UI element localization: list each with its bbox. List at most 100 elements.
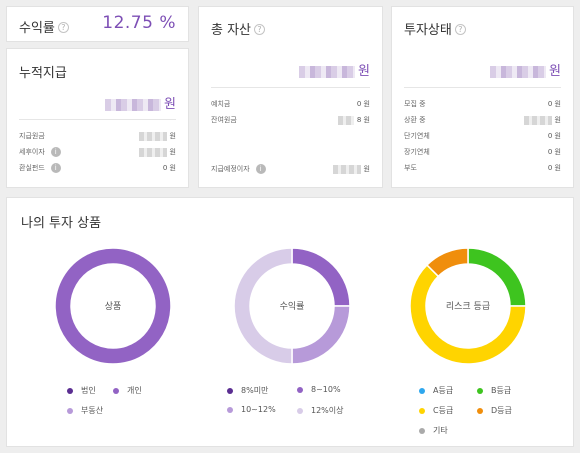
divider	[19, 119, 176, 120]
legend-dot	[67, 387, 73, 394]
legend-item[interactable]: 개인	[113, 385, 142, 396]
status-amount-unit: 원	[549, 64, 561, 79]
product-type-donut-chart: 상품	[54, 247, 172, 365]
legend-label: C등급	[433, 406, 454, 415]
donut-segment-10~12%[interactable]	[291, 305, 351, 365]
legend-label: B등급	[491, 386, 512, 395]
row-value: 원	[138, 131, 176, 142]
info-icon[interactable]: i	[50, 147, 61, 157]
donut-segment-개인[interactable]	[54, 247, 172, 365]
row-value-text: 8 원	[356, 116, 370, 124]
row-unit: 원	[554, 116, 561, 124]
investment-status-card: 투자상태? 원 모집 중 0 원 상환 중 원 단기연체 0 원 장기연체 0 …	[391, 6, 574, 188]
donut-center-label: 수익률	[280, 300, 305, 312]
divider	[404, 87, 561, 88]
legend-label: 법인	[81, 386, 96, 395]
row-label: 모집 중	[404, 100, 426, 108]
assets-title-wrap: 총 자산?	[211, 19, 266, 38]
donut-center-label: 상품	[105, 301, 122, 312]
masked-amount	[490, 65, 547, 78]
list-item: 단기연체 0 원	[404, 131, 561, 142]
list-item: 부도 0 원	[404, 163, 561, 174]
donut-segment-B등급[interactable]	[467, 247, 527, 307]
donut-center-label: 리스크 등급	[446, 301, 490, 312]
row-value: 원	[332, 164, 370, 175]
status-title: 투자상태	[404, 23, 452, 38]
list-item: 모집 중 0 원	[404, 99, 561, 110]
legend-item[interactable]: 부동산	[67, 405, 103, 416]
row-value: 0 원	[547, 164, 561, 172]
legend-label: 10~12%	[241, 405, 276, 414]
return-rate-donut-chart: 수익률	[233, 247, 351, 365]
masked-amount	[138, 147, 167, 157]
legend-dot	[419, 407, 425, 414]
row-label: 지급원금	[19, 132, 45, 140]
cumulative-amount-unit: 원	[164, 97, 176, 112]
row-label: 장기연체	[404, 148, 430, 156]
row-value: 0 원	[547, 148, 561, 156]
masked-amount	[332, 164, 361, 174]
donut-segment-D등급[interactable]	[425, 247, 469, 278]
legend-dot	[227, 406, 233, 413]
masked-amount	[105, 98, 162, 111]
return-rate-value: 12.75 %	[102, 13, 176, 33]
return-rate-card: 수익률? 12.75 %	[6, 6, 189, 42]
legend-item[interactable]: 12%이상	[297, 405, 344, 416]
list-item: 세후이자 i 원	[19, 147, 176, 158]
row-value: 0 원	[356, 100, 370, 108]
products-title: 나의 투자 상품	[21, 216, 102, 231]
legend-item[interactable]: D등급	[477, 405, 512, 416]
total-assets-card: 총 자산? 원 예치금 0 원 잔여원금 8 원 지급예정이자 i 원	[198, 6, 383, 188]
row-unit: 원	[169, 148, 176, 156]
legend-label: 개인	[127, 386, 142, 395]
legend-item[interactable]: B등급	[477, 385, 511, 396]
legend-label: 12%이상	[311, 406, 344, 415]
row-value: 0 원	[162, 164, 176, 172]
row-value: 0 원	[547, 100, 561, 108]
legend-label: 8%미만	[241, 386, 269, 395]
legend-item[interactable]: 기타	[419, 425, 448, 436]
row-value: 원	[523, 115, 561, 126]
my-products-section: 나의 투자 상품 상품 법인 개인 부동산 수익률 8%미만 8~10% 10~…	[6, 197, 574, 447]
list-item: 예치금 0 원	[211, 99, 370, 110]
legend-label: 부동산	[81, 406, 104, 415]
row-label: 세후이자	[19, 148, 45, 156]
help-icon[interactable]: ?	[57, 22, 69, 33]
row-label: 예치금	[211, 100, 231, 108]
legend-item[interactable]: A등급	[419, 385, 453, 396]
legend-item[interactable]: C등급	[419, 405, 453, 416]
row-label: 지급예정이자	[211, 165, 250, 173]
legend-label: A등급	[433, 386, 454, 395]
return-rate-legend: 8%미만 8~10% 10~12% 12%이상	[227, 385, 367, 425]
legend-label: 기타	[433, 426, 448, 435]
list-item: 지급원금 원	[19, 131, 176, 142]
status-title-wrap: 투자상태?	[404, 19, 466, 38]
legend-item[interactable]: 8~10%	[297, 385, 341, 394]
assets-title: 총 자산	[211, 23, 252, 38]
donut-segment-8~10%[interactable]	[291, 247, 351, 307]
return-rate-title-wrap: 수익률?	[19, 17, 69, 36]
legend-item[interactable]: 10~12%	[227, 405, 276, 414]
row-label: 잔여원금	[211, 116, 237, 124]
donut-segment-12%이상[interactable]	[233, 247, 293, 365]
cumulative-amount: 원	[105, 93, 176, 112]
info-icon[interactable]: i	[50, 163, 61, 173]
legend-dot	[477, 407, 483, 414]
row-label: 부도	[404, 164, 417, 172]
legend-item[interactable]: 8%미만	[227, 385, 268, 396]
legend-dot	[227, 387, 233, 394]
legend-item[interactable]: 법인	[67, 385, 96, 396]
list-item: 장기연체 0 원	[404, 147, 561, 158]
info-icon[interactable]: i	[255, 164, 266, 174]
help-icon[interactable]: ?	[454, 24, 466, 35]
list-item: 잔여원금 8 원	[211, 115, 370, 126]
donut-segment-C등급[interactable]	[409, 263, 527, 365]
row-label: 단기연체	[404, 132, 430, 140]
help-icon[interactable]: ?	[254, 24, 266, 35]
divider	[211, 87, 370, 88]
cumulative-payment-card: 누적지급 원 지급원금 원 세후이자 i 원 환실펀드 i 0 원	[6, 48, 189, 188]
row-value: 8 원	[337, 115, 370, 126]
list-item: 상환 중 원	[404, 115, 561, 126]
row-unit: 원	[169, 132, 176, 140]
cumulative-title: 누적지급	[19, 66, 67, 81]
